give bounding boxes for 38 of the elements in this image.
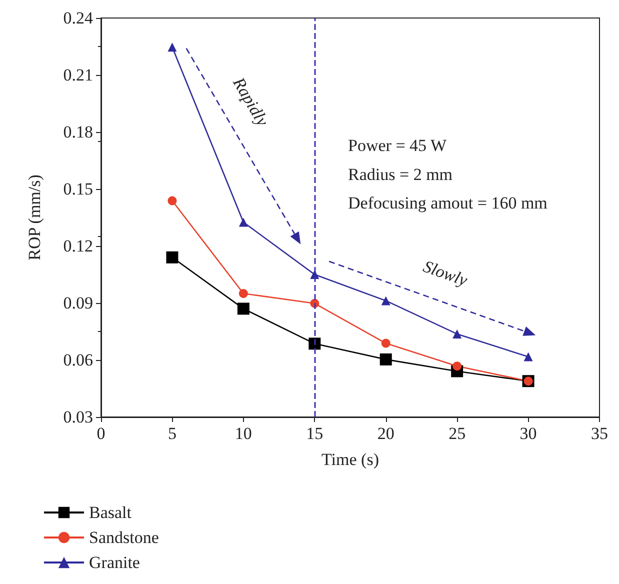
- x-tick-label: 35: [591, 424, 608, 443]
- point: [381, 296, 390, 306]
- y-tick-label: 0.21: [63, 66, 93, 84]
- x-tick-label: 10: [234, 424, 252, 443]
- point: [308, 338, 321, 350]
- annotation: Slowly: [420, 256, 470, 290]
- y-tick-label: 0.12: [63, 236, 93, 256]
- point: [168, 42, 177, 52]
- x-tick-label: 15: [306, 424, 324, 443]
- point: [166, 251, 178, 264]
- x-tick-label: 20: [377, 424, 394, 443]
- point: [380, 353, 392, 366]
- x-tick-label: 5: [168, 424, 176, 443]
- point: [238, 289, 248, 298]
- x-tick-label: 0: [96, 424, 106, 443]
- annotation: Defocusing amout = 160 mm: [348, 194, 548, 213]
- y-tick-label: 0.09: [63, 294, 93, 312]
- annotation: Power = 45 W: [348, 136, 448, 156]
- y-tick-label: 0.18: [63, 122, 93, 142]
- y-tick-label: 0.03: [63, 408, 93, 426]
- point: [168, 196, 177, 206]
- legend-label: Granite: [89, 553, 140, 572]
- x-tick-label: 30: [520, 424, 537, 443]
- x-axis-title: Time (s): [322, 450, 379, 469]
- point: [452, 362, 462, 371]
- point: [238, 218, 248, 227]
- y-axis-title: ROP (mm/s): [25, 174, 44, 260]
- x-tick-label: 25: [448, 424, 466, 443]
- y-tick-label: 0.24: [63, 8, 94, 28]
- legend-label: Sandstone: [89, 528, 159, 547]
- y-tick-label: 0.15: [63, 180, 93, 198]
- point: [452, 329, 462, 338]
- legend-label: Basalt: [89, 503, 132, 522]
- point: [237, 302, 250, 315]
- point: [381, 338, 390, 348]
- y-tick-label: 0.06: [63, 350, 93, 370]
- point: [524, 352, 533, 362]
- annotation: Radius = 2 mm: [348, 164, 453, 184]
